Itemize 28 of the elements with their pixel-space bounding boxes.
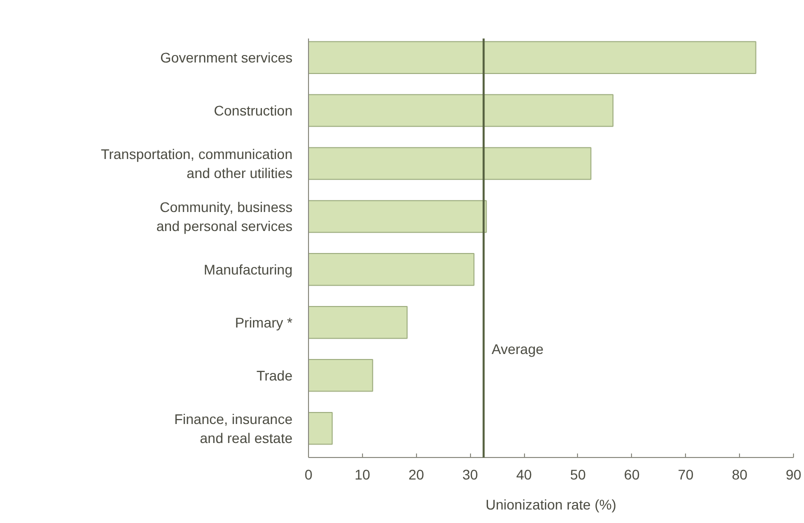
x-tick-label: 0 <box>304 466 313 482</box>
y-tick-label: Trade <box>256 367 293 384</box>
y-tick-label: Transportation, communication and other utilities <box>100 146 293 182</box>
y-tick-label: Primary * <box>234 314 294 330</box>
bar <box>308 200 487 233</box>
x-tick-label: 30 <box>462 466 478 482</box>
x-axis-title: Unionization rate (%) <box>486 496 616 512</box>
bar <box>308 306 408 339</box>
y-tick-label: Community, business and personal services <box>156 198 293 234</box>
bar <box>308 94 614 127</box>
bar <box>308 147 592 180</box>
x-tick-label: 80 <box>732 466 748 482</box>
x-tick-label: 70 <box>678 466 694 482</box>
bar <box>308 41 756 74</box>
x-tick-label: 90 <box>786 466 802 482</box>
x-tick-label: 10 <box>354 466 370 482</box>
bar <box>308 253 474 286</box>
y-tick-label: Construction <box>214 102 292 119</box>
y-tick-label: Finance, insurance and real estate <box>174 410 293 446</box>
x-tick-label: 50 <box>570 466 586 482</box>
y-tick-label: Manufacturing <box>204 261 292 278</box>
x-tick-label: 20 <box>408 466 424 482</box>
ref-line-label: Average <box>492 340 544 357</box>
x-tick-label: 40 <box>516 466 532 482</box>
x-tick-label: 60 <box>624 466 640 482</box>
bar <box>308 412 333 445</box>
y-tick-label: Government services <box>160 50 293 66</box>
bar <box>308 359 374 392</box>
